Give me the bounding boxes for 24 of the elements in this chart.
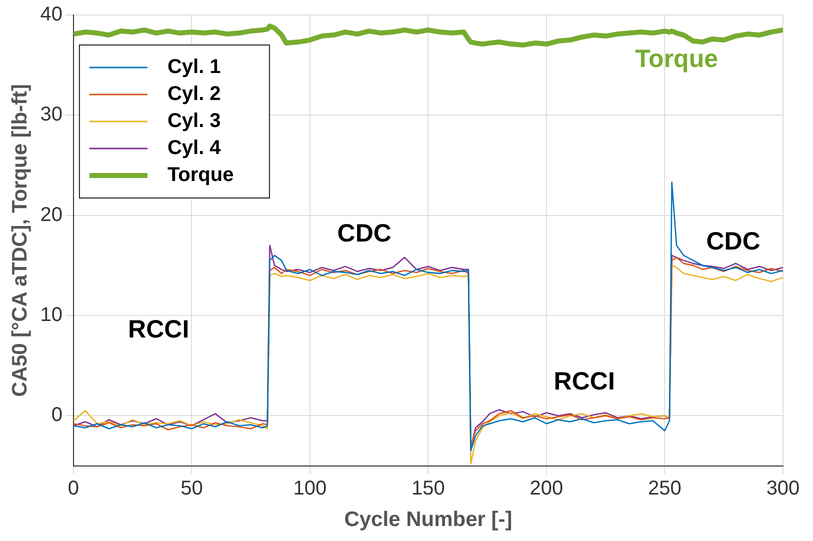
legend-label: Cyl. 2 <box>167 83 221 106</box>
annotation: RCCI <box>554 367 615 396</box>
y-tick-label: 20 <box>40 204 62 226</box>
annotation: CDC <box>706 228 760 256</box>
legend-label: Torque <box>167 164 234 186</box>
x-tick-label: 0 <box>68 477 80 500</box>
legend-label: Cyl. 1 <box>167 56 221 78</box>
x-tick-label: 250 <box>648 477 682 500</box>
x-tick-label: 150 <box>412 477 445 500</box>
y-tick-label: 0 <box>51 404 62 426</box>
y-tick-label: 10 <box>40 304 62 326</box>
annotation: RCCI <box>128 315 190 344</box>
x-axis-title: Cycle Number [-] <box>344 508 512 532</box>
legend-label: Cyl. 4 <box>167 137 222 160</box>
y-axis-title: CA50 [°CA aTDC], Torque [lb-ft] <box>8 84 32 397</box>
y-tick-label: 30 <box>40 104 62 126</box>
x-tick-label: 100 <box>293 477 327 500</box>
x-tick-label: 200 <box>530 477 564 500</box>
x-tick-label: 50 <box>180 477 203 500</box>
x-tick-label: 300 <box>766 477 800 500</box>
annotation: CDC <box>337 219 392 248</box>
y-tick-label: 40 <box>40 4 62 26</box>
legend-label: Cyl. 3 <box>167 110 221 132</box>
annotation: Torque <box>635 44 718 73</box>
